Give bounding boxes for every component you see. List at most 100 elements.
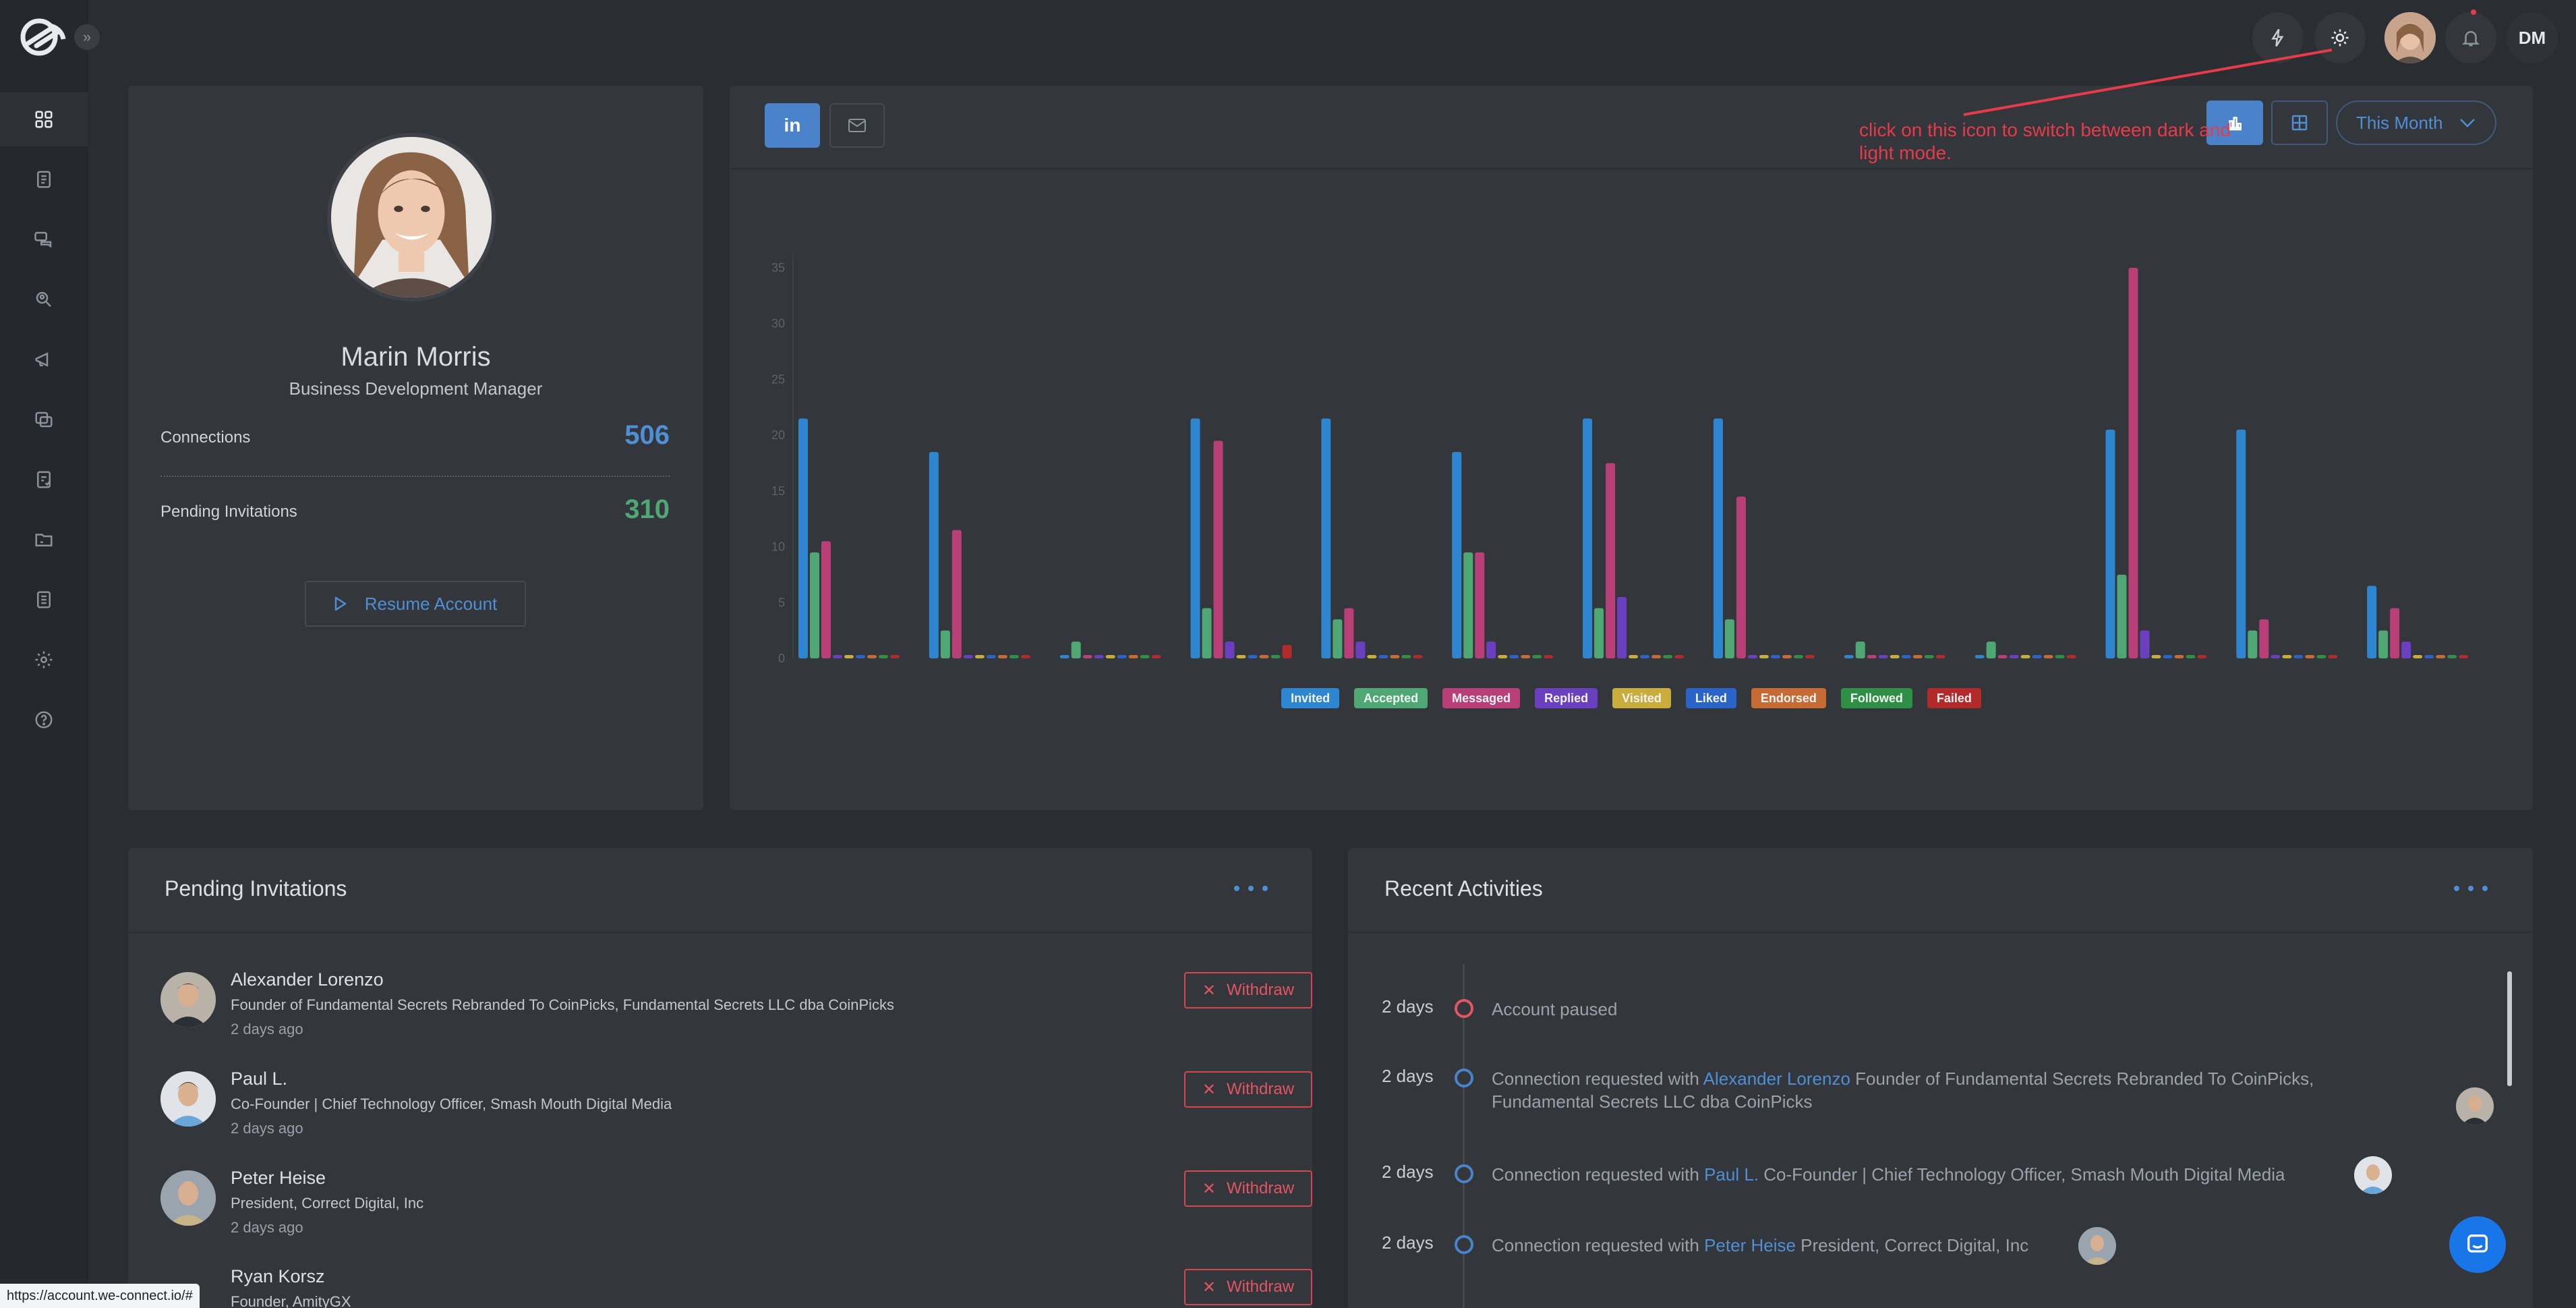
bar-accepted[interactable]: [1071, 642, 1081, 658]
bar-replied[interactable]: [1878, 655, 1888, 658]
legend-replied[interactable]: Replied: [1535, 688, 1598, 708]
bar-invited[interactable]: [1844, 655, 1854, 658]
bar-messaged[interactable]: [1606, 463, 1616, 659]
sidebar-item-files[interactable]: [0, 513, 88, 567]
withdraw-button[interactable]: ✕ Withdraw: [1184, 1071, 1312, 1108]
bar-messaged[interactable]: [1736, 496, 1746, 658]
notifications-button[interactable]: [2445, 12, 2496, 63]
bar-followed[interactable]: [879, 655, 888, 658]
bar-failed[interactable]: [890, 655, 900, 658]
invitee-avatar[interactable]: [160, 1170, 216, 1226]
bar-replied[interactable]: [1617, 597, 1627, 658]
invitee-avatar[interactable]: [160, 1071, 216, 1127]
bar-liked[interactable]: [986, 655, 996, 658]
bar-liked[interactable]: [2163, 655, 2173, 658]
bar-replied[interactable]: [2271, 655, 2281, 658]
bar-failed[interactable]: [1413, 655, 1423, 658]
activities-options-button[interactable]: [2454, 886, 2488, 895]
bar-accepted[interactable]: [1333, 619, 1343, 658]
bar-endorsed[interactable]: [2043, 655, 2053, 658]
bar-messaged[interactable]: [1475, 552, 1485, 658]
linkedin-tab[interactable]: in: [765, 103, 820, 148]
bar-endorsed[interactable]: [1390, 655, 1400, 658]
support-chat-button[interactable]: [2449, 1216, 2506, 1273]
bar-accepted[interactable]: [1594, 608, 1604, 658]
bar-invited[interactable]: [798, 418, 808, 658]
activity-avatar[interactable]: [2456, 1087, 2494, 1125]
bar-liked[interactable]: [1378, 655, 1388, 658]
quick-actions-button[interactable]: [2252, 12, 2304, 63]
bar-followed[interactable]: [1270, 655, 1281, 658]
bar-replied[interactable]: [2009, 655, 2019, 658]
activity-avatar[interactable]: [2078, 1227, 2116, 1265]
bar-followed[interactable]: [1663, 655, 1673, 658]
bar-invited[interactable]: [2105, 429, 2115, 658]
bar-followed[interactable]: [1140, 655, 1150, 658]
pending-options-button[interactable]: [1234, 886, 1268, 895]
bar-liked[interactable]: [1770, 655, 1780, 658]
sidebar-item-inbox[interactable]: [0, 212, 88, 266]
bar-messaged[interactable]: [821, 541, 831, 658]
withdraw-button[interactable]: ✕ Withdraw: [1184, 1170, 1312, 1207]
bar-liked[interactable]: [2032, 655, 2042, 658]
bar-messaged[interactable]: [1082, 655, 1092, 658]
bar-visited[interactable]: [1105, 655, 1115, 658]
bar-replied[interactable]: [1355, 642, 1366, 658]
sidebar-item-campaigns[interactable]: [0, 152, 88, 206]
bar-endorsed[interactable]: [1128, 655, 1138, 658]
bar-replied[interactable]: [1747, 655, 1757, 658]
sidebar-item-accounts[interactable]: [0, 393, 88, 447]
sidebar-item-settings[interactable]: [0, 633, 88, 687]
legend-liked[interactable]: Liked: [1685, 688, 1736, 708]
user-initials-button[interactable]: DM: [2507, 12, 2558, 63]
bar-visited[interactable]: [2413, 655, 2423, 658]
bar-accepted[interactable]: [1986, 642, 1996, 658]
bar-endorsed[interactable]: [1651, 655, 1662, 658]
bar-messaged[interactable]: [952, 530, 962, 658]
bar-accepted[interactable]: [1202, 608, 1212, 658]
sidebar-item-dashboard[interactable]: [0, 92, 88, 146]
legend-messaged[interactable]: Messaged: [1442, 688, 1521, 708]
sidebar-item-billing[interactable]: [0, 573, 88, 627]
bar-invited[interactable]: [2367, 586, 2377, 658]
bar-liked[interactable]: [2293, 655, 2304, 658]
bar-messaged[interactable]: [1344, 608, 1354, 658]
bar-failed[interactable]: [1935, 655, 1945, 658]
bar-accepted[interactable]: [810, 552, 819, 658]
bar-failed[interactable]: [1544, 655, 1554, 658]
bar-invited[interactable]: [1974, 655, 1985, 658]
bar-failed[interactable]: [1282, 645, 1292, 658]
bar-invited[interactable]: [1583, 418, 1593, 658]
bar-failed[interactable]: [2328, 655, 2338, 658]
bar-visited[interactable]: [1367, 655, 1377, 658]
bar-endorsed[interactable]: [1521, 655, 1531, 658]
invitee-name[interactable]: Ryan Korsz: [231, 1266, 325, 1286]
bar-endorsed[interactable]: [1912, 655, 1923, 658]
bar-messaged[interactable]: [1867, 655, 1877, 658]
bar-invited[interactable]: [1321, 418, 1331, 658]
sidebar-item-marketing[interactable]: [0, 333, 88, 387]
sidebar-item-help[interactable]: [0, 693, 88, 747]
bar-followed[interactable]: [2316, 655, 2326, 658]
bar-followed[interactable]: [1793, 655, 1803, 658]
activities-scrollbar[interactable]: [2507, 971, 2512, 1086]
bar-messaged[interactable]: [1213, 440, 1223, 658]
bar-invited[interactable]: [1190, 418, 1200, 658]
bar-followed[interactable]: [1532, 655, 1542, 658]
bar-visited[interactable]: [1236, 655, 1246, 658]
email-tab[interactable]: [829, 103, 885, 148]
legend-accepted[interactable]: Accepted: [1354, 688, 1428, 708]
activity-person-link[interactable]: Peter Heise: [1704, 1235, 1796, 1255]
bar-failed[interactable]: [2459, 655, 2469, 658]
bar-visited[interactable]: [1629, 655, 1639, 658]
invitee-name[interactable]: Alexander Lorenzo: [231, 969, 384, 990]
bar-endorsed[interactable]: [2305, 655, 2315, 658]
expand-sidebar-button[interactable]: »: [74, 24, 100, 50]
bar-failed[interactable]: [1805, 655, 1815, 658]
bar-failed[interactable]: [1020, 655, 1030, 658]
invitee-avatar[interactable]: [160, 972, 216, 1027]
bar-replied[interactable]: [963, 655, 973, 658]
bar-replied[interactable]: [1225, 642, 1235, 658]
bar-failed[interactable]: [1151, 655, 1161, 658]
bar-invited[interactable]: [1452, 451, 1462, 658]
